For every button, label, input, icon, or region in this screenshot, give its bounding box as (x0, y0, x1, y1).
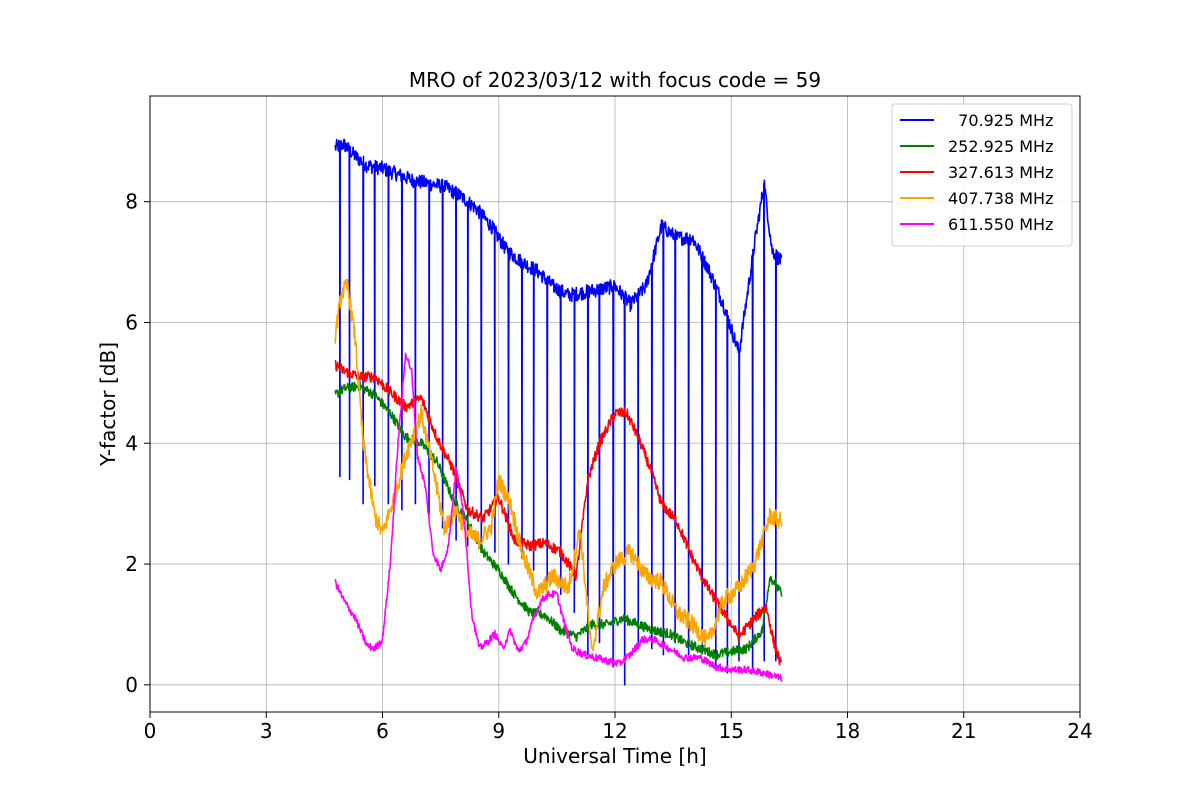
chart-title: MRO of 2023/03/12 with focus code = 59 (409, 68, 821, 92)
x-tick-label: 3 (260, 719, 273, 743)
x-tick-label: 15 (719, 719, 744, 743)
y-tick-label: 2 (125, 552, 138, 576)
x-tick-label: 18 (835, 719, 860, 743)
y-tick-label: 0 (125, 673, 138, 697)
series-line-3 (334, 359, 783, 666)
x-tick-label: 9 (492, 719, 505, 743)
series-line-1 (334, 138, 783, 686)
legend-entry: 407.738 MHz (948, 189, 1053, 208)
y-axis: 0 2 4 6 8 (125, 190, 150, 697)
x-tick-label: 0 (144, 719, 157, 743)
legend: 70.925 MHz 252.925 MHz 327.613 MHz 407.738 … (891, 103, 1073, 247)
x-axis-label: Universal Time [h] (523, 744, 706, 768)
y-axis-label: Y-factor [dB] (96, 342, 120, 467)
x-axis: 0 3 6 9 12 15 18 21 24 (144, 712, 1093, 743)
series-line-4 (334, 278, 783, 652)
y-tick-label: 4 (125, 431, 138, 455)
y-tick-label: 6 (125, 310, 138, 334)
x-tick-label: 6 (376, 719, 389, 743)
series-line-5 (334, 352, 783, 683)
legend-entry: 252.925 MHz (948, 137, 1053, 156)
x-tick-label: 21 (951, 719, 976, 743)
legend-entry: 70.925 MHz (948, 111, 1053, 130)
y-tick-label: 8 (125, 190, 138, 214)
legend-entry: 327.613 MHz (948, 163, 1053, 182)
series-line-2 (334, 381, 783, 660)
x-tick-label: 24 (1067, 719, 1092, 743)
plot-area (334, 138, 783, 686)
x-tick-label: 12 (602, 719, 627, 743)
legend-entry: 611.550 MHz (948, 215, 1053, 234)
legend-box (891, 103, 1073, 247)
